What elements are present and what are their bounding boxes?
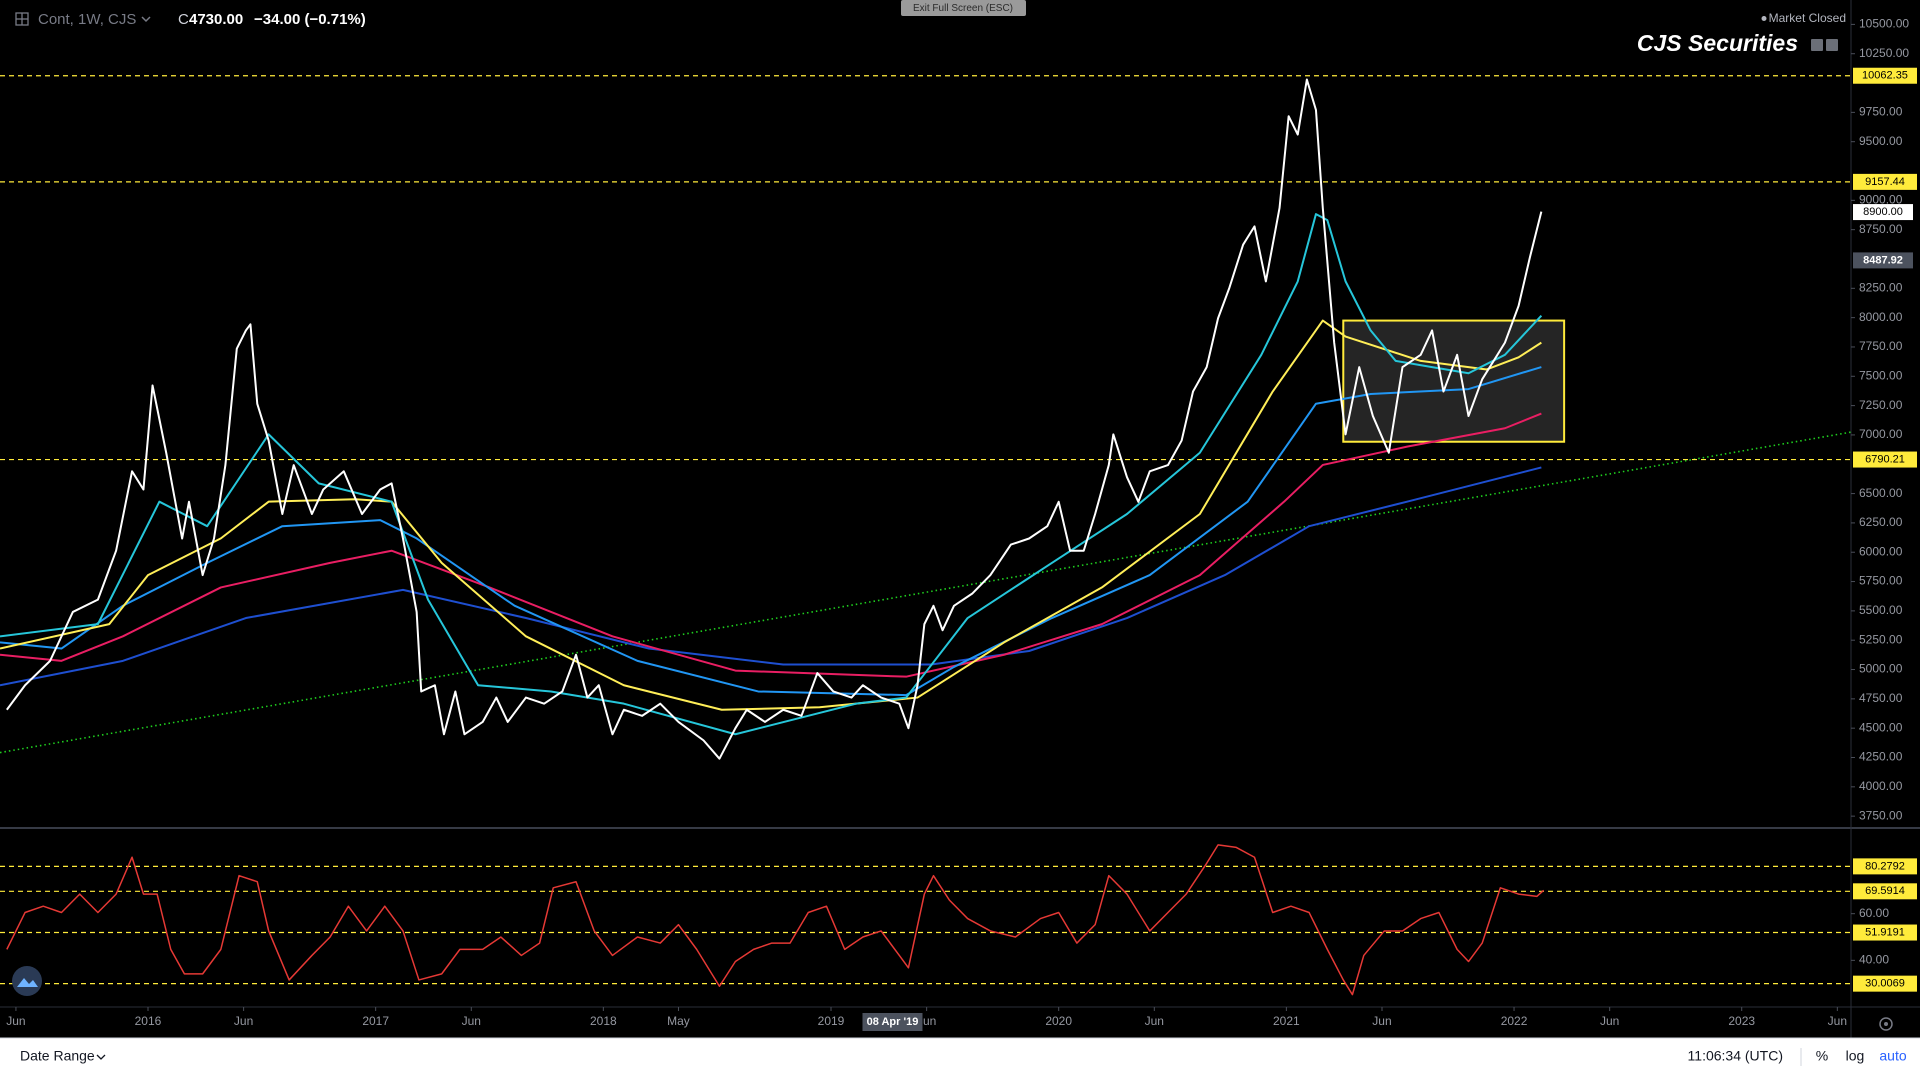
x-tick-label: Jun bbox=[234, 1014, 253, 1028]
axes: 10500.00 10250.00 9750.00 9500.00 9000.00 875… bbox=[6, 17, 1917, 1031]
y-tick-label: 7000.00 bbox=[1859, 427, 1903, 441]
auto-toggle[interactable]: auto bbox=[1879, 1048, 1906, 1064]
x-tick-label: Jun bbox=[1145, 1014, 1164, 1028]
level-label: 10062.35 bbox=[1862, 70, 1908, 82]
y-tick-label: 9500.00 bbox=[1859, 134, 1903, 148]
brand-icon[interactable] bbox=[1826, 39, 1838, 51]
background bbox=[0, 0, 1920, 1038]
y-tick-label: 7500.00 bbox=[1859, 368, 1903, 382]
x-tick-label: Jun bbox=[1600, 1014, 1619, 1028]
level-label: 51.9191 bbox=[1865, 926, 1905, 938]
level-label-bg bbox=[1853, 67, 1917, 84]
level-label-bg bbox=[1853, 858, 1917, 875]
x-tick-label: 2023 bbox=[1728, 1014, 1755, 1028]
level-label: 80.2792 bbox=[1865, 860, 1905, 872]
level-label: 30.0069 bbox=[1865, 978, 1905, 990]
change-value: −34.00 (−0.71%) bbox=[254, 11, 366, 28]
y-tick-label: 10250.00 bbox=[1859, 46, 1909, 60]
crosshair-time-label: 08 Apr '19 bbox=[867, 1016, 919, 1028]
x-tick-label: 2021 bbox=[1273, 1014, 1300, 1028]
logo-mark bbox=[17, 978, 38, 987]
y-tick-label: 4500.00 bbox=[1859, 720, 1903, 734]
last-price-label: 8900.00 bbox=[1863, 206, 1903, 218]
x-tick-label: 2018 bbox=[590, 1014, 617, 1028]
y-tick-label: 8250.00 bbox=[1859, 280, 1903, 294]
status-dot bbox=[1761, 16, 1767, 21]
x-tick-label: Jun bbox=[1372, 1014, 1391, 1028]
last-price-bg bbox=[1853, 204, 1913, 221]
settings-icon-center bbox=[1884, 1022, 1888, 1026]
series-line bbox=[0, 466, 1542, 687]
brand: CJS Securities bbox=[1637, 30, 1798, 56]
rsi-pane bbox=[0, 844, 1851, 996]
x-tick-label: Jun bbox=[462, 1014, 481, 1028]
x-tick-label: 2019 bbox=[818, 1014, 845, 1028]
series-line bbox=[0, 412, 1542, 678]
y-tick-label: 40.00 bbox=[1859, 953, 1889, 967]
y-tick-label: 9750.00 bbox=[1859, 105, 1903, 119]
settings-icon[interactable] bbox=[1879, 1017, 1893, 1031]
x-tick-label: Jun bbox=[6, 1014, 25, 1028]
y-tick-label: 4000.00 bbox=[1859, 779, 1903, 793]
crosshair-time-bg bbox=[862, 1013, 923, 1031]
y-tick-label: 5500.00 bbox=[1859, 603, 1903, 617]
fullscreen-button-bg[interactable] bbox=[901, 0, 1026, 16]
y-tick-label: 4250.00 bbox=[1859, 750, 1903, 764]
clock: 11:06:34 (UTC) bbox=[1688, 1048, 1783, 1064]
percent-toggle[interactable]: % bbox=[1816, 1048, 1828, 1064]
y-tick-label: 6250.00 bbox=[1859, 515, 1903, 529]
level-label-bg bbox=[1853, 975, 1917, 992]
close-prefix: C bbox=[178, 11, 189, 28]
close-value: 4730.00 bbox=[189, 11, 243, 28]
series-line bbox=[0, 213, 1543, 736]
y-tick-label: 5000.00 bbox=[1859, 662, 1903, 676]
fullscreen-button[interactable]: Exit Full Screen (ESC) bbox=[913, 3, 1013, 14]
level-label: 9157.44 bbox=[1865, 176, 1905, 188]
logo[interactable] bbox=[12, 966, 42, 996]
date-range[interactable]: Date Range bbox=[20, 1048, 95, 1064]
crosshair-price-bg bbox=[1853, 252, 1913, 269]
x-tick-label: 2022 bbox=[1501, 1014, 1528, 1028]
y-tick-label: 4750.00 bbox=[1859, 691, 1903, 705]
x-tick-label: 2017 bbox=[362, 1014, 389, 1028]
y-tick-label: 8000.00 bbox=[1859, 310, 1903, 324]
symbol-chevron[interactable] bbox=[141, 16, 151, 23]
level-label-bg bbox=[1853, 173, 1917, 190]
log-toggle[interactable]: log bbox=[1846, 1048, 1865, 1064]
y-tick-label: 10500.00 bbox=[1859, 17, 1909, 31]
level-label: 69.5914 bbox=[1865, 885, 1905, 897]
y-tick-label: 60.00 bbox=[1859, 906, 1889, 920]
series-line bbox=[0, 319, 1542, 711]
x-tick-label: Jun bbox=[1828, 1014, 1847, 1028]
toolbar bbox=[0, 1038, 1920, 1080]
date-range-chevron[interactable] bbox=[96, 1054, 106, 1060]
series-line bbox=[6, 844, 1545, 996]
x-tick-label: May bbox=[667, 1014, 690, 1028]
market-status: Market Closed bbox=[1769, 11, 1846, 25]
crosshair-price-label: 8487.92 bbox=[1863, 254, 1903, 266]
y-tick-label: 5250.00 bbox=[1859, 632, 1903, 646]
x-tick-label: 2016 bbox=[135, 1014, 162, 1028]
level-label-bg bbox=[1853, 883, 1917, 900]
y-tick-label: 3750.00 bbox=[1859, 808, 1903, 822]
y-tick-label: 6000.00 bbox=[1859, 544, 1903, 558]
level-label-bg bbox=[1853, 924, 1917, 941]
x-tick-label: 2020 bbox=[1045, 1014, 1072, 1028]
y-tick-label: 9000.00 bbox=[1859, 193, 1903, 207]
y-tick-label: 7750.00 bbox=[1859, 339, 1903, 353]
y-tick-label: 5750.00 bbox=[1859, 574, 1903, 588]
level-label-bg bbox=[1853, 451, 1917, 468]
y-tick-label: 7250.00 bbox=[1859, 398, 1903, 412]
level-label: 6790.21 bbox=[1865, 453, 1905, 465]
main-pane bbox=[0, 75, 1851, 760]
y-tick-label: 8750.00 bbox=[1859, 222, 1903, 236]
brand-icon[interactable] bbox=[1811, 39, 1823, 51]
symbol[interactable]: Cont, 1W, CJS bbox=[38, 11, 136, 28]
y-tick-label: 6500.00 bbox=[1859, 486, 1903, 500]
series-line bbox=[6, 78, 1543, 760]
